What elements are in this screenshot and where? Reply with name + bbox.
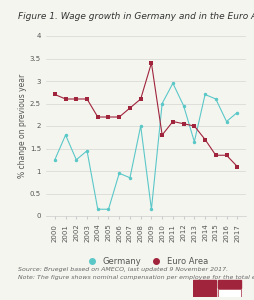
Bar (193, 289, 216, 297)
Bar (218, 280, 241, 288)
Y-axis label: % change on previous year: % change on previous year (18, 74, 27, 178)
Text: Figure 1. Wage growth in Germany and in the Euro Area: Figure 1. Wage growth in Germany and in … (18, 12, 254, 21)
Bar (193, 280, 216, 288)
Text: Source: Bruegel based on AMECO, last updated 9 November 2017.: Source: Bruegel based on AMECO, last upd… (18, 267, 228, 272)
Text: Note: The figure shows nominal compensation per employee for the total economy.: Note: The figure shows nominal compensat… (18, 274, 254, 280)
Legend: Germany, Euro Area: Germany, Euro Area (80, 254, 212, 269)
Bar (218, 289, 241, 297)
